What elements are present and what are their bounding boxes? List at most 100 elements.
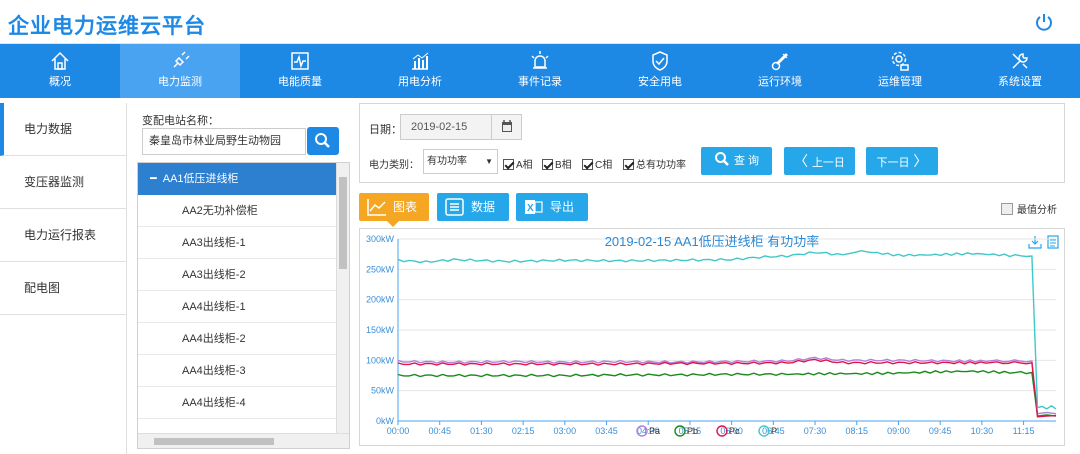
tree-vertical-scrollbar[interactable]: [336, 163, 349, 433]
legend-label: Pc: [729, 426, 740, 436]
date-input[interactable]: 2019-02-15: [400, 114, 492, 140]
list-icon: [445, 198, 464, 216]
series-line-Pa: [397, 356, 1057, 415]
checkbox-phase-a[interactable]: A相: [503, 156, 533, 171]
legend-marker-Pc: [716, 425, 728, 437]
nav-item-environment[interactable]: 运行环境: [720, 44, 840, 98]
x-tick-label: 09:00: [887, 426, 910, 436]
calendar-button[interactable]: [492, 114, 522, 140]
search-icon: [714, 152, 729, 166]
x-tick-label: 06:00: [720, 426, 743, 436]
app-title: 企业电力运维云平台: [8, 15, 206, 38]
tree-horizontal-scrollbar[interactable]: [138, 433, 349, 448]
legend-label: Pa: [649, 426, 660, 436]
check-icon: [503, 159, 514, 170]
checkbox-total-power[interactable]: 总有功功率: [623, 156, 686, 171]
checkbox-label: A相: [516, 160, 533, 171]
nav-item-usage-analysis[interactable]: 用电分析: [360, 44, 480, 98]
nav-item-event-log[interactable]: 事件记录: [480, 44, 600, 98]
cabinet-tree: ━ AA1低压进线柜 AA2无功补偿柜 AA3出线柜-1 AA3出线柜-2 AA…: [137, 162, 350, 449]
nav-label: 电力监测: [158, 76, 202, 88]
svg-text:X: X: [527, 203, 534, 214]
nav-item-power-quality[interactable]: 电能质量: [240, 44, 360, 98]
nav-item-ops-management[interactable]: 运维管理: [840, 44, 960, 98]
bar-analysis-icon: [412, 52, 429, 70]
checkbox-phase-b[interactable]: B相: [542, 156, 572, 171]
y-tick-label: 50kW: [371, 386, 395, 396]
next-label: 下一日: [876, 157, 910, 169]
nav-label: 运行环境: [758, 76, 802, 88]
tree-item-selected[interactable]: ━ AA1低压进线柜: [138, 163, 336, 195]
nav-label: 电能质量: [278, 76, 322, 88]
nav-label: 用电分析: [398, 76, 442, 88]
query-button[interactable]: 查 询: [701, 147, 772, 175]
sidebar-item-power-data[interactable]: 电力数据: [0, 103, 126, 156]
station-input[interactable]: 秦皇岛市林业局野生动物园: [142, 128, 306, 155]
sidebar-item-report[interactable]: 电力运行报表: [0, 209, 126, 262]
nav-item-system-settings[interactable]: 系统设置: [960, 44, 1080, 98]
plug-icon: [173, 51, 190, 68]
tree-item[interactable]: AA4出线柜-2: [138, 323, 336, 355]
nav-item-overview[interactable]: 概况: [0, 44, 120, 98]
tree-item[interactable]: AA2无功补偿柜: [138, 195, 336, 227]
y-tick-label: 150kW: [366, 325, 395, 335]
nav-item-safety[interactable]: 安全用电: [600, 44, 720, 98]
checkbox-label: B相: [555, 160, 572, 171]
tree-item[interactable]: AA4出线柜-4: [138, 387, 336, 419]
y-tick-label: 300kW: [366, 234, 395, 244]
alarm-light-icon: [531, 51, 549, 69]
station-search-button[interactable]: [307, 127, 339, 155]
power-type-select[interactable]: 有功功率 ▼: [423, 149, 498, 174]
y-tick-label: 100kW: [366, 355, 395, 365]
scroll-thumb[interactable]: [154, 438, 274, 445]
series-line-P: [397, 249, 1057, 410]
tab-label: 数据: [471, 200, 496, 214]
main-nav: 概况 电力监测 电能质量 用电分析 事件记录 安全用电 运行环境 运维管理 系统…: [0, 44, 1080, 98]
power-icon[interactable]: [1034, 12, 1054, 32]
x-tick-label: 04:30: [637, 426, 660, 436]
tree-item[interactable]: AA3出线柜-2: [138, 259, 336, 291]
checkbox-phase-c[interactable]: C相: [582, 156, 612, 171]
prev-day-button[interactable]: 〈 上一日: [784, 147, 855, 175]
tree-item[interactable]: AA4出线柜-1: [138, 291, 336, 323]
caret-down-icon: ▼: [485, 157, 493, 166]
x-tick-label: 03:45: [595, 426, 618, 436]
collapse-icon: ━: [150, 173, 163, 185]
date-label: 日期：: [369, 124, 402, 136]
series-line-Pc: [397, 358, 1057, 418]
sidebar-item-diagram[interactable]: 配电图: [0, 262, 126, 315]
filter-panel: 日期： 2019-02-15 电力类别： 有功功率 ▼ A相 B相 C相 总有功功…: [359, 103, 1065, 183]
nav-label: 事件记录: [518, 76, 562, 88]
power-chart: 0kW 50kW 100kW 150kW 200kW 250kW 300kW 00:00 00:…: [359, 228, 1065, 446]
tab-data[interactable]: 数据: [437, 193, 509, 221]
tree-item[interactable]: AA3出线柜-1: [138, 227, 336, 259]
next-day-button[interactable]: 下一日 〉: [866, 147, 938, 175]
y-tick-label: 250kW: [366, 264, 395, 274]
data-view-icon[interactable]: [1046, 235, 1060, 254]
peak-analysis-checkbox[interactable]: 最值分析: [1001, 201, 1057, 216]
query-label: 查 询: [733, 155, 760, 167]
tab-chart[interactable]: 图表: [359, 193, 429, 227]
x-tick-label: 08:15: [845, 426, 868, 436]
checkbox-label: 最值分析: [1017, 205, 1057, 216]
nav-label: 系统设置: [998, 76, 1042, 88]
scroll-thumb[interactable]: [339, 177, 347, 269]
line-chart-icon: [367, 199, 386, 216]
thermometer-icon: [771, 53, 788, 71]
download-icon[interactable]: [1028, 235, 1042, 254]
chart-svg: 0kW 50kW 100kW 150kW 200kW 250kW 300kW 00:00 00:…: [366, 234, 1057, 437]
prev-label: 上一日: [811, 157, 845, 169]
home-icon: [51, 51, 69, 70]
tab-export[interactable]: X 导出: [516, 193, 588, 221]
x-tick-label: 00:00: [387, 426, 410, 436]
tree-item[interactable]: AA4出线柜-3: [138, 355, 336, 387]
app-header: 企业电力运维云平台: [0, 0, 1080, 44]
nav-item-power-monitor[interactable]: 电力监测: [120, 44, 240, 98]
station-label: 变配电站名称：: [142, 115, 219, 127]
chart-title: 2019-02-15 AA1低压进线柜 有功功率: [605, 234, 820, 249]
x-tick-label: 01:30: [470, 426, 493, 436]
tree-item-label: AA1低压进线柜: [162, 173, 239, 185]
sidebar-item-transformer[interactable]: 变压器监测: [0, 156, 126, 209]
check-icon: [582, 159, 593, 170]
search-icon: [315, 133, 330, 148]
